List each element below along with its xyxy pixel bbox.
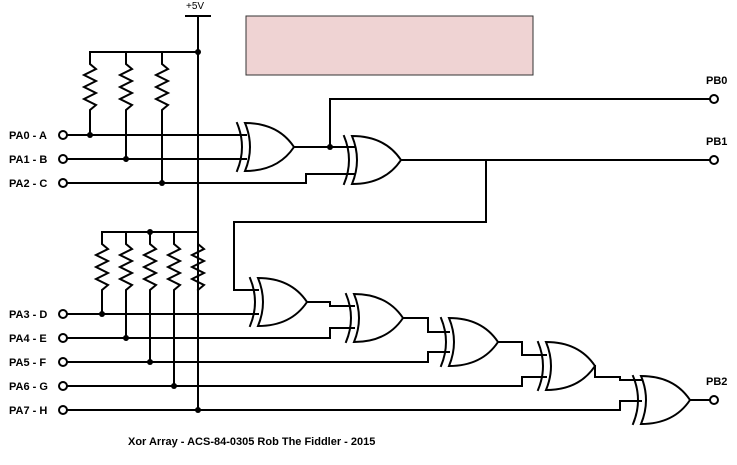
xor-gate-4 [344, 292, 405, 344]
input-terminal-b [58, 154, 68, 164]
xor-gate-2 [342, 134, 403, 186]
input-label-h: PA7 - H [9, 405, 47, 417]
pullup-resistor-h [189, 231, 207, 292]
junction-dot [147, 359, 153, 365]
input-wire-f [67, 351, 450, 363]
input-terminal-d [58, 309, 68, 319]
wire-gate3-to-gate4 [306, 301, 355, 307]
junction-dot [123, 335, 129, 341]
output-label-pb1: PB1 [706, 136, 727, 148]
input-wire-c [67, 173, 355, 184]
pullup-resistor-a [81, 51, 99, 136]
input-label-a: PA0 - A [9, 130, 47, 142]
input-terminal-c [58, 178, 68, 188]
wire-to-pb0 [329, 98, 711, 148]
pullup-resistor-f [141, 231, 159, 363]
pullup-resistor-c [153, 51, 171, 184]
output-label-pb2: PB2 [706, 376, 727, 388]
xor-gate-3 [248, 276, 309, 328]
input-label-g: PA6 - G [9, 381, 48, 393]
input-label-c: PA2 - C [9, 178, 47, 190]
output-terminal-pb1 [709, 155, 719, 165]
junction-dot [171, 383, 177, 389]
pullup-resistor-e [117, 231, 135, 339]
wire-gate5-to-gate6 [497, 341, 547, 356]
xor-gate-7 [631, 374, 692, 426]
pullup-resistor-g [165, 231, 183, 387]
output-terminal-pb0 [709, 94, 719, 104]
wire-gate4-to-gate5 [402, 317, 450, 333]
input-label-e: PA4 - E [9, 333, 47, 345]
xor-gate-6 [536, 340, 597, 392]
junction-dot [159, 180, 165, 186]
input-label-f: PA5 - F [9, 357, 46, 369]
input-terminal-a [58, 130, 68, 140]
output-label-pb0: PB0 [706, 75, 727, 87]
input-wire-g [67, 376, 547, 387]
pullup-resistor-b [117, 51, 135, 160]
junction-dot [87, 132, 93, 138]
pullup-resistor-d [93, 231, 111, 315]
diagram-caption: Xor Array - ACS-84-0305 Rob The Fiddler … [128, 436, 375, 448]
input-label-d: PA3 - D [9, 309, 47, 321]
input-terminal-g [58, 381, 68, 391]
input-terminal-f [58, 357, 68, 367]
note-box [245, 15, 534, 76]
junction-dot [99, 311, 105, 317]
xor-gate-1 [235, 121, 296, 173]
junction-dot [123, 156, 129, 162]
wire-pb1-feedback [233, 159, 487, 291]
input-wire-h [67, 400, 642, 411]
input-terminal-e [58, 333, 68, 343]
input-label-b: PA1 - B [9, 154, 47, 166]
wire-gate6-to-gate7 [594, 365, 642, 381]
input-wire-e [67, 327, 355, 339]
output-terminal-pb2 [709, 395, 719, 405]
supply-label: +5V [186, 1, 204, 12]
xor-gate-5 [439, 316, 500, 368]
input-terminal-h [58, 405, 68, 415]
